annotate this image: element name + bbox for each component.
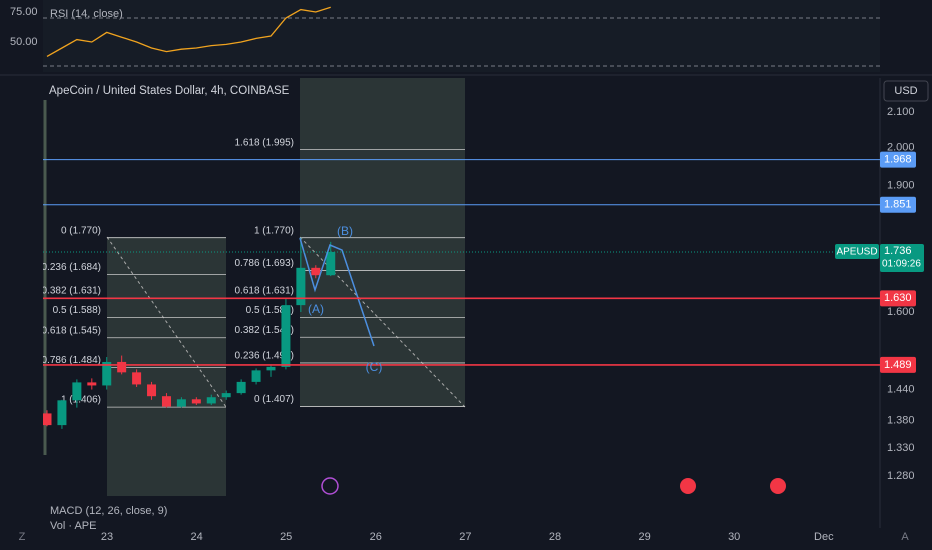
rsi-label: RSI (14, close) xyxy=(50,8,123,20)
candle-body xyxy=(296,267,306,306)
fib-label: 0 (1.770) xyxy=(61,225,101,236)
flag-icon[interactable] xyxy=(770,478,786,494)
rsi-line xyxy=(46,6,331,57)
candle-body xyxy=(43,413,52,426)
x-tick-label: 24 xyxy=(190,531,202,543)
candle-body xyxy=(161,396,171,407)
candle-body xyxy=(206,397,216,404)
fib-label: 1.618 (1.995) xyxy=(235,137,295,148)
wave-label: (B) xyxy=(337,224,353,238)
time-axis xyxy=(0,528,932,550)
candle-body xyxy=(281,305,291,367)
y-tick-label: 1.900 xyxy=(887,179,915,191)
candle-body xyxy=(221,393,231,398)
rsi-tick-label: 75.00 xyxy=(10,6,38,18)
candle-body xyxy=(191,399,201,404)
candle-body xyxy=(176,399,186,407)
level-label: 1.968 xyxy=(884,154,912,166)
x-tick-label: 28 xyxy=(549,531,561,543)
level-badge xyxy=(880,290,916,307)
fib-label: 0.5 (1.588) xyxy=(53,305,101,316)
x-tick-label: 27 xyxy=(459,531,471,543)
candle-body xyxy=(87,382,97,386)
wave-label: (A) xyxy=(308,302,324,316)
fib-label: 0.382 (1.546) xyxy=(235,325,295,336)
y-tick-label: 1.380 xyxy=(887,415,915,427)
vol-label: Vol · APE xyxy=(50,520,96,532)
y-tick-label: 1.280 xyxy=(887,470,915,482)
price-badge xyxy=(880,243,924,272)
auto-button[interactable]: A xyxy=(901,531,909,543)
y-tick-label: 1.440 xyxy=(887,383,915,395)
x-tick-label: 30 xyxy=(728,531,740,543)
candle-body xyxy=(236,381,246,394)
currency-button[interactable] xyxy=(883,80,929,102)
chart-title: ApeCoin / United States Dollar, 4h, COIN… xyxy=(49,85,290,97)
candle-body xyxy=(102,361,112,386)
candle-body xyxy=(147,384,157,397)
trend-diagonal xyxy=(106,236,227,408)
fib-label: 0 (1.407) xyxy=(254,394,294,405)
fib-label: 1 (1.770) xyxy=(254,225,294,236)
y-tick-label: 1.330 xyxy=(887,442,915,454)
fib-box-right xyxy=(300,78,465,407)
level-label: 1.630 xyxy=(884,292,912,304)
candle-body xyxy=(266,366,276,371)
y-tick-label: 2.000 xyxy=(887,142,915,154)
fib-label: 0.236 (1.493) xyxy=(235,351,295,362)
y-tick-label: 2.100 xyxy=(887,106,915,118)
candle-body xyxy=(251,370,261,382)
x-tick-label: 25 xyxy=(280,531,292,543)
rsi-tick-label: 50.00 xyxy=(10,36,38,48)
fib-box-left xyxy=(107,237,226,496)
symbol-badge xyxy=(835,243,879,259)
candle-body xyxy=(311,267,321,276)
level-label: 1.851 xyxy=(884,199,912,211)
x-tick-label: 29 xyxy=(638,531,650,543)
last-price: 1.736 xyxy=(884,245,912,257)
y-tick-label: 1.600 xyxy=(887,306,915,318)
fib-label: 0.786 (1.484) xyxy=(42,355,102,366)
flag-icon[interactable] xyxy=(680,478,696,494)
wave-label: (C) xyxy=(366,360,383,374)
fib-label: 0.236 (1.684) xyxy=(42,262,102,273)
rsi-pane xyxy=(43,0,880,72)
fib-label: 0.786 (1.693) xyxy=(235,258,295,269)
symbol-name: APEUSD xyxy=(836,247,877,258)
currency[interactable]: USD xyxy=(894,85,917,97)
countdown: 01:09:26 xyxy=(882,259,921,270)
zoom-button[interactable]: Z xyxy=(19,531,26,543)
x-tick-label: 23 xyxy=(101,531,113,543)
fib-label: 0.618 (1.545) xyxy=(42,325,102,336)
fib-label: 0.618 (1.631) xyxy=(235,286,295,297)
candle-body xyxy=(117,361,127,373)
fib-label: 0.382 (1.631) xyxy=(42,286,102,297)
candle-body xyxy=(132,372,142,385)
wave-line xyxy=(299,237,375,347)
level-badge xyxy=(880,151,916,168)
level-badge xyxy=(880,196,916,213)
macd-label: MACD (12, 26, close, 9) xyxy=(50,505,167,517)
x-tick-label: 26 xyxy=(370,531,382,543)
level-badge xyxy=(880,356,916,373)
candle-body xyxy=(57,400,67,426)
event-icon[interactable] xyxy=(321,477,339,495)
candle-body xyxy=(72,382,82,401)
x-tick-label: Dec xyxy=(814,531,834,543)
level-label: 1.489 xyxy=(884,359,912,371)
candle-body xyxy=(326,251,336,276)
fib-label: 0.5 (1.588) xyxy=(246,305,294,316)
